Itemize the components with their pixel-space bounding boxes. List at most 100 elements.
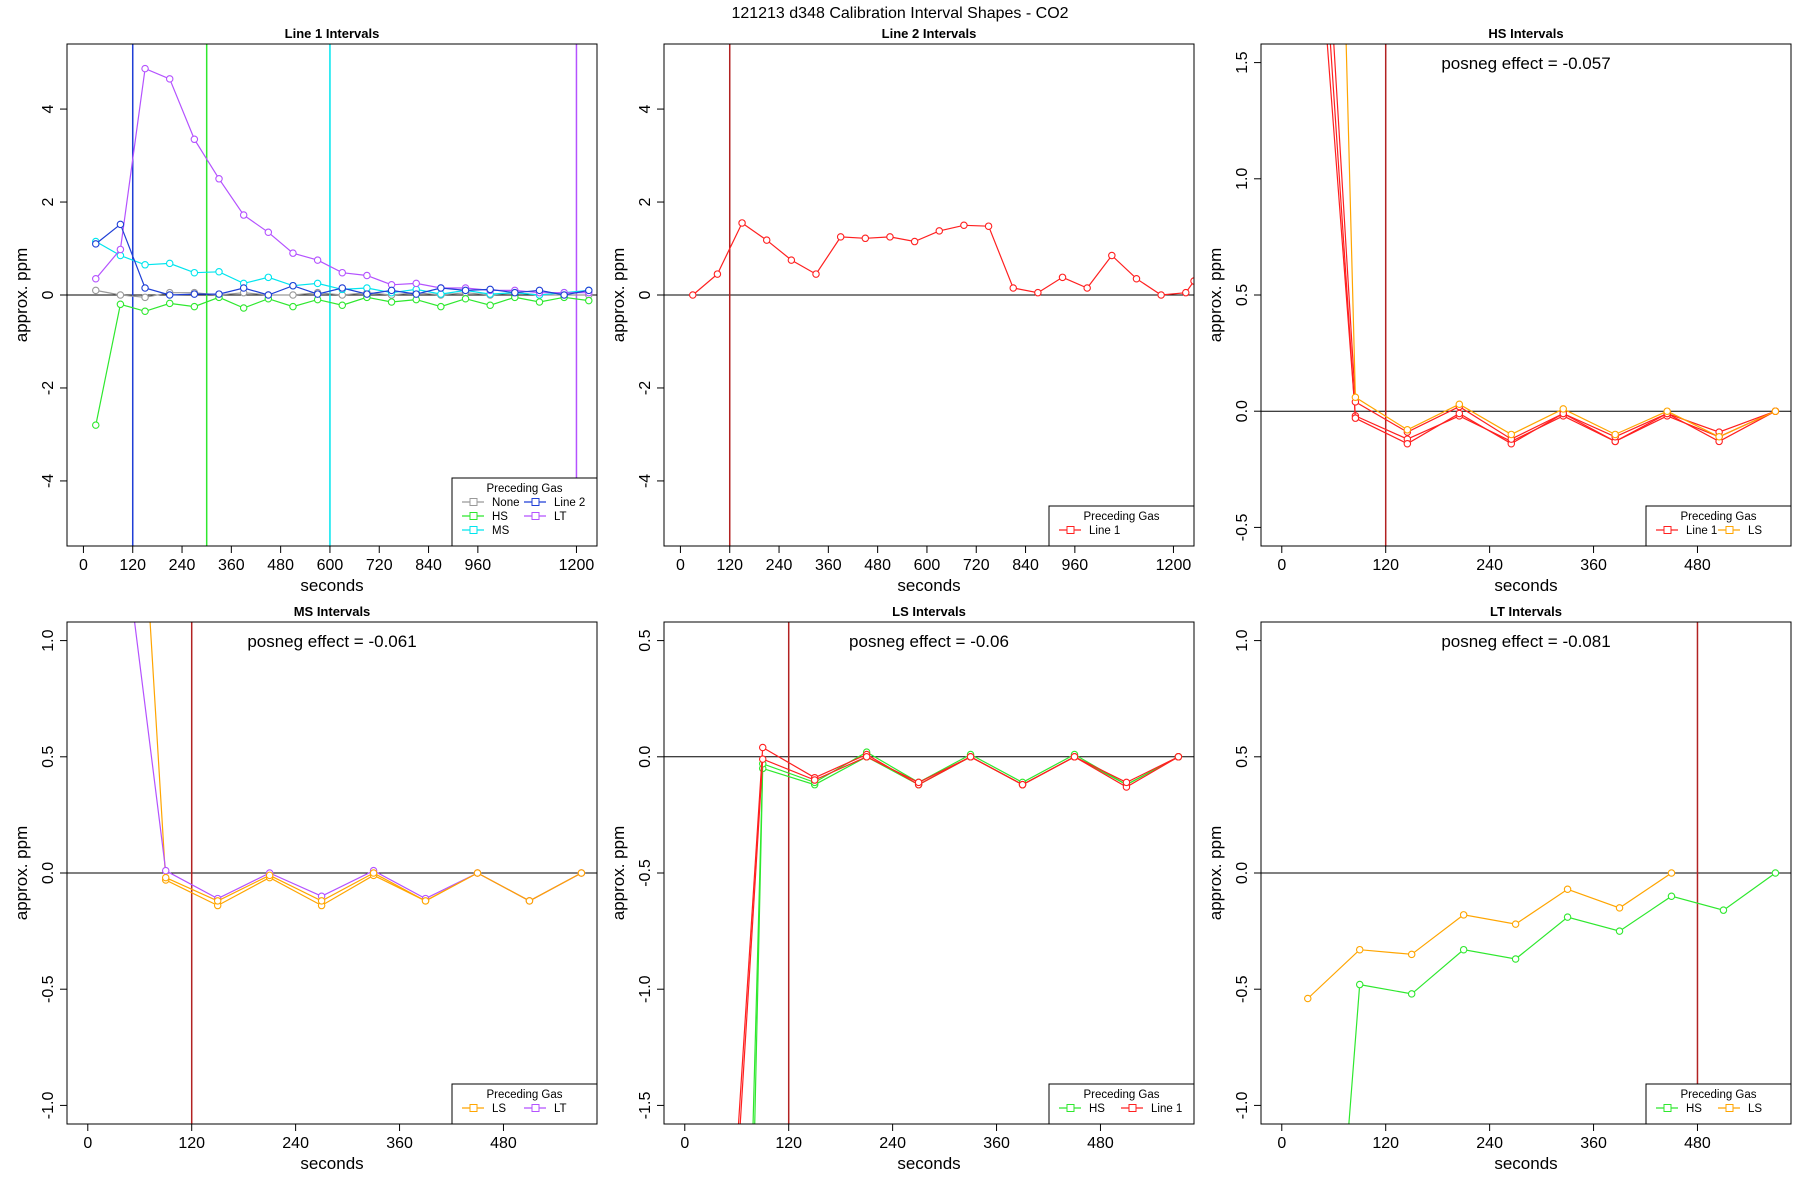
x-tick-label: 240 [282,1135,309,1152]
x-tick-label: 840 [1012,557,1039,574]
legend-title: Preceding Gas [486,483,562,495]
data-point [412,279,420,288]
data-point [1122,778,1131,787]
data-point [585,296,593,305]
data-point [486,285,494,294]
legend-entry: LT [524,1103,567,1115]
x-tick-label: 360 [1580,557,1607,574]
data-point [165,299,174,308]
data-point [560,291,568,299]
y-tick-label: -0.5 [1234,514,1251,542]
x-tick-label: 120 [716,557,743,574]
data-point [363,290,371,298]
data-point [1182,288,1190,297]
data-point [1407,990,1416,998]
x-tick-label: 720 [366,557,393,574]
data-point [577,869,586,877]
x-tick-label: 840 [415,557,442,574]
data-point [1507,430,1516,439]
y-tick-label: -1.0 [1234,1092,1251,1120]
data-point [116,291,125,299]
legend-label: None [492,497,520,509]
legend-label: LS [1748,1103,1762,1115]
legend-entry: Line 1 [1121,1103,1182,1115]
data-point [313,290,322,298]
legend-swatch-marker [1066,526,1075,534]
x-tick-label: 480 [490,1135,517,1152]
legend-label: Line 2 [554,497,585,509]
legend-entry: HS [1656,1103,1702,1115]
legend-label: LT [554,1103,567,1115]
panel-title: Line 1 Intervals [285,26,380,41]
x-tick-label: 120 [178,1135,205,1152]
x-tick-label: 480 [1684,557,1711,574]
legend-entry: HS [462,511,508,523]
data-point [535,286,544,295]
data-point [525,897,534,905]
x-tick-label: 120 [775,1135,802,1152]
data-point [1563,885,1572,894]
legend-title: Preceding Gas [1680,511,1756,523]
x-tick-label: 0 [676,557,685,574]
y-axis-label: approx. ppm [1206,826,1225,921]
data-point [1459,945,1468,954]
data-point [1009,284,1017,292]
legend-entry: LT [524,511,567,523]
y-tick-label: -1.0 [40,1092,57,1120]
legend-title: Preceding Gas [486,1089,562,1101]
data-point [1667,869,1676,877]
data-point [861,234,870,243]
x-axis-label: seconds [300,1154,363,1173]
legend-swatch-marker [469,512,478,520]
series-line-line-1 [1333,44,1776,440]
data-point [116,300,125,309]
y-tick-label: -0.5 [40,975,57,1003]
data-point [412,290,420,298]
legend-entry: None [462,497,520,509]
legend-title: Preceding Gas [1083,1089,1159,1101]
data-point [92,274,100,283]
data-point [338,284,347,292]
y-tick-label: 0.5 [1234,746,1251,768]
data-point [264,228,273,237]
data-point [141,293,149,302]
y-tick-label: -0.5 [637,859,654,887]
data-point [1083,284,1091,292]
legend-swatch-marker [531,512,540,520]
data-point [836,233,845,241]
posneg-annotation: posneg effect = -0.057 [1441,54,1610,73]
data-point [461,294,470,303]
panel-title: HS Intervals [1488,26,1563,41]
legend-label: LT [554,511,567,523]
data-point [810,776,819,784]
y-tick-label: -1.5 [637,1092,654,1120]
data-point [190,302,199,311]
data-point [437,302,445,311]
y-tick-label: 2 [40,197,57,206]
data-point [886,233,894,241]
x-tick-label: 240 [1476,557,1503,574]
x-tick-label: 960 [465,557,492,574]
data-point [1403,439,1412,448]
data-point [758,743,767,752]
legend-entry: LS [462,1103,506,1115]
data-point [165,291,174,299]
data-point [213,897,222,905]
panel-3: HS Intervals 0 120 240 360 480 -0.5 0.0 0.5 1.0 1.… [1206,26,1792,595]
data-point [1355,945,1364,954]
legend-swatch-marker [1663,1104,1672,1112]
series-line-ls [1307,872,1672,999]
x-axis-label: seconds [897,576,960,595]
data-point [1403,426,1412,434]
y-tick-label: 0 [637,290,654,299]
data-point [1615,927,1624,935]
data-point [265,871,274,880]
data-point [1455,400,1464,408]
legend-swatch-marker [531,498,540,506]
legend-entry: Line 1 [1656,525,1717,537]
data-point [984,222,993,230]
